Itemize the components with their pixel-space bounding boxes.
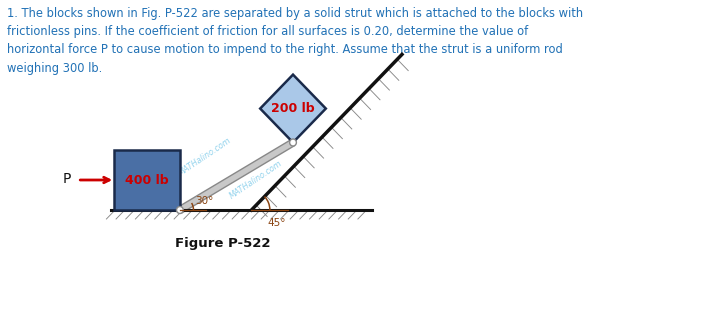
Polygon shape xyxy=(260,75,326,142)
Text: P: P xyxy=(62,172,71,186)
Text: 30°: 30° xyxy=(195,196,214,206)
Polygon shape xyxy=(114,150,180,210)
Text: Figure P-522: Figure P-522 xyxy=(175,237,270,250)
Text: 45°: 45° xyxy=(267,218,285,228)
Polygon shape xyxy=(179,140,294,213)
Text: MATHalino.com: MATHalino.com xyxy=(228,159,284,201)
Text: 1. The blocks shown in Fig. P-522 are separated by a solid strut which is attach: 1. The blocks shown in Fig. P-522 are se… xyxy=(6,7,583,75)
Circle shape xyxy=(176,207,184,214)
Text: MATHalino.com: MATHalino.com xyxy=(177,136,233,178)
Text: 200 lb: 200 lb xyxy=(271,102,315,115)
Circle shape xyxy=(289,139,297,146)
Text: 400 lb: 400 lb xyxy=(125,174,169,186)
